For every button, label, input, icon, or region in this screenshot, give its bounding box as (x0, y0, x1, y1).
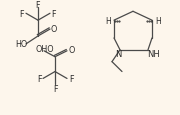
Text: N: N (115, 50, 121, 59)
Text: F: F (36, 1, 40, 10)
Text: OHO: OHO (36, 45, 54, 54)
Text: NH: NH (147, 50, 159, 59)
Text: HO: HO (15, 40, 27, 49)
Text: F: F (69, 74, 73, 83)
Text: H: H (155, 17, 161, 25)
Text: H: H (105, 17, 111, 25)
Text: O: O (69, 46, 75, 55)
Text: O: O (51, 24, 57, 33)
Text: F: F (37, 74, 41, 83)
Text: F: F (20, 10, 24, 19)
Text: F: F (53, 84, 57, 93)
Text: F: F (52, 10, 56, 19)
